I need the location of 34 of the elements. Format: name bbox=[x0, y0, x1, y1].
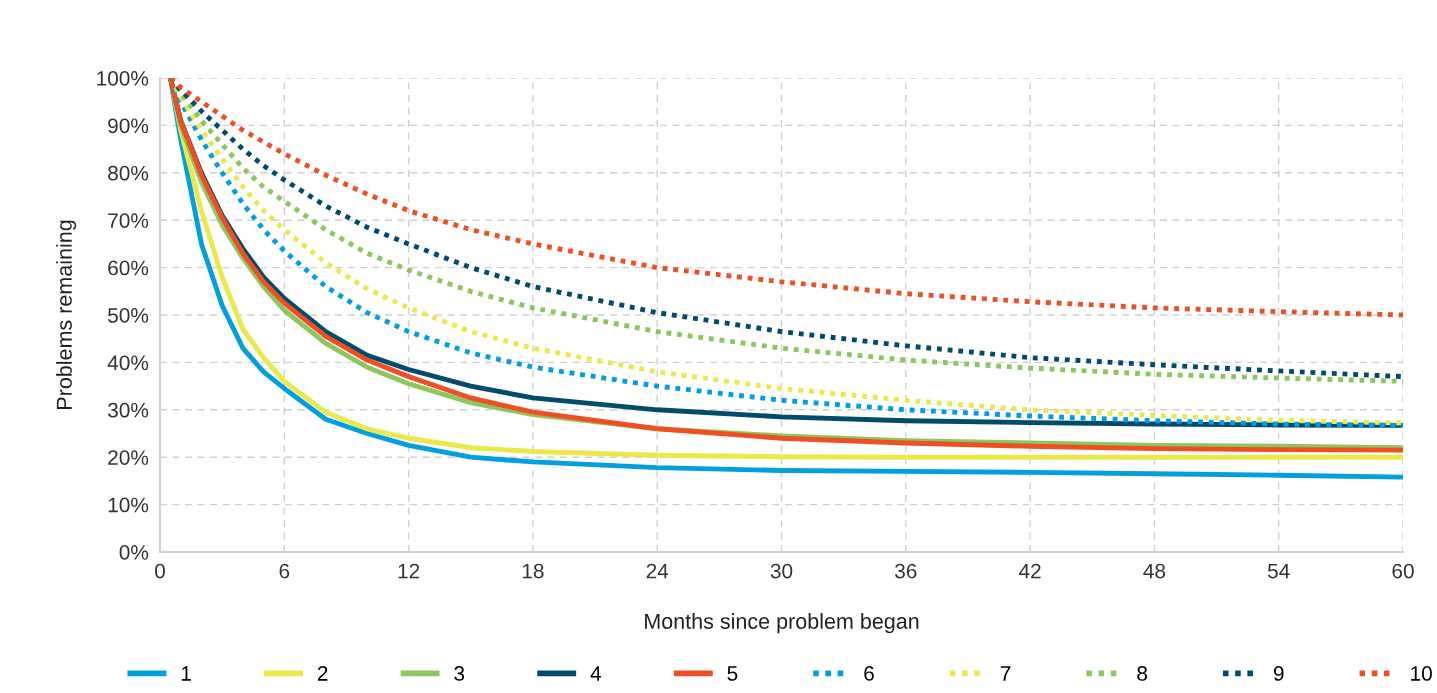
legend-label: 8 bbox=[1137, 666, 1148, 681]
legend-label: 9 bbox=[1273, 666, 1284, 681]
legend-label: 2 bbox=[317, 666, 328, 681]
y-tick-label: 10% bbox=[108, 497, 149, 513]
y-tick-label: 90% bbox=[108, 118, 149, 134]
legend-label: 7 bbox=[1000, 666, 1011, 681]
legend-label: 4 bbox=[590, 666, 602, 681]
x-tick-label: 0 bbox=[155, 563, 165, 579]
legend-label: 6 bbox=[864, 666, 874, 681]
legend-label: 5 bbox=[727, 666, 738, 681]
y-tick-label: 100% bbox=[97, 71, 149, 86]
y-tick-label: 80% bbox=[108, 165, 149, 181]
x-tick-label: 18 bbox=[522, 563, 544, 579]
x-tick-label: 6 bbox=[279, 563, 290, 579]
legend-label: 10 bbox=[1411, 666, 1432, 681]
legend-label: 1 bbox=[181, 666, 191, 681]
y-tick-label: 20% bbox=[108, 450, 149, 465]
x-tick-label: 42 bbox=[1018, 563, 1041, 579]
x-tick-label: 54 bbox=[1267, 563, 1290, 579]
x-tick-label: 48 bbox=[1143, 563, 1166, 579]
legend-label: 3 bbox=[454, 666, 465, 681]
x-tick-label: 60 bbox=[1392, 563, 1414, 579]
x-tick-label: 30 bbox=[770, 563, 793, 579]
y-tick-label: 70% bbox=[108, 213, 149, 228]
y-tick-label: 30% bbox=[107, 402, 149, 418]
y-axis-title: Problems remaining bbox=[56, 220, 77, 409]
y-tick-label: 40% bbox=[107, 355, 149, 371]
y-tick-label: 60% bbox=[108, 260, 149, 276]
x-axis-title: Months since problem began bbox=[645, 613, 919, 634]
x-tick-label: 36 bbox=[895, 563, 917, 579]
y-tick-label: 50% bbox=[108, 308, 149, 323]
x-tick-label: 12 bbox=[398, 563, 420, 579]
x-tick-label: 24 bbox=[646, 563, 669, 579]
y-tick-label: 0% bbox=[119, 545, 149, 560]
